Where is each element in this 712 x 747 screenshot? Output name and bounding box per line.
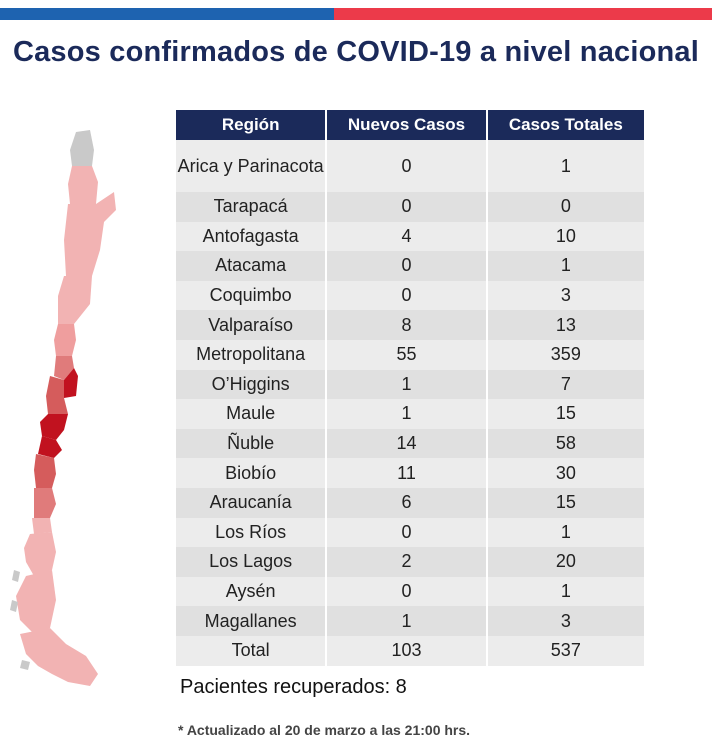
cell-nuevos: 11 <box>325 458 487 488</box>
cell-total-totales: 537 <box>485 635 644 666</box>
chile-map <box>10 130 116 686</box>
table-row: Coquimbo 0 3 <box>176 280 644 311</box>
top-bar-blue <box>0 8 334 20</box>
map-region-loslagos <box>24 532 56 576</box>
table-row: Magallanes 1 3 <box>176 606 644 636</box>
table-row: Los Ríos 0 1 <box>176 517 644 548</box>
cell-total-label: Total <box>176 635 327 666</box>
cell-totales: 30 <box>485 458 644 488</box>
cell-nuevos: 0 <box>325 280 487 311</box>
cell-totales: 0 <box>485 192 644 222</box>
cell-nuevos: 8 <box>325 310 487 340</box>
table-row: Atacama 0 1 <box>176 251 644 281</box>
cell-nuevos: 0 <box>325 251 487 281</box>
cell-totales: 58 <box>485 428 644 459</box>
recovered-patients: Pacientes recuperados: 8 <box>180 676 407 698</box>
map-region-biobio <box>34 454 56 488</box>
cell-region: Tarapacá <box>176 192 327 222</box>
map-islands <box>10 570 30 670</box>
header-casos-totales: Casos Totales <box>485 110 644 140</box>
map-region-araucania <box>34 488 56 518</box>
cell-totales: 1 <box>485 517 644 548</box>
map-region-losrios <box>32 518 52 534</box>
cell-region: Los Lagos <box>176 547 327 577</box>
table-row: Metropolitana 55 359 <box>176 339 644 370</box>
cell-totales: 13 <box>485 310 644 340</box>
top-bar-red <box>334 8 712 20</box>
cell-region: Biobío <box>176 458 327 488</box>
map-region-aysen <box>16 570 56 634</box>
cell-nuevos: 0 <box>325 140 487 192</box>
cell-region: Aysén <box>176 576 327 607</box>
table-row: Ñuble 14 58 <box>176 428 644 459</box>
page-title: Casos confirmados de COVID-19 a nivel na… <box>12 36 700 68</box>
cell-nuevos: 4 <box>325 221 487 252</box>
top-color-bar <box>0 8 712 20</box>
cell-totales: 1 <box>485 576 644 607</box>
table-header-row: Región Nuevos Casos Casos Totales <box>176 110 644 140</box>
table-row: O’Higgins 1 7 <box>176 369 644 400</box>
table-row: Biobío 11 30 <box>176 458 644 488</box>
table-row: Arica y Parinacota 0 1 <box>176 140 644 192</box>
cell-totales: 15 <box>485 487 644 518</box>
cell-nuevos: 14 <box>325 428 487 459</box>
table-row: Antofagasta 4 10 <box>176 221 644 252</box>
cell-totales: 20 <box>485 547 644 577</box>
map-region-magallanes <box>20 628 98 686</box>
cell-region: Coquimbo <box>176 280 327 311</box>
cell-nuevos: 55 <box>325 339 487 370</box>
table-total-row: Total 103 537 <box>176 635 644 666</box>
cell-totales: 3 <box>485 606 644 636</box>
cell-totales: 3 <box>485 280 644 311</box>
cell-totales: 1 <box>485 140 644 192</box>
map-region-metropolitana <box>64 368 78 398</box>
cell-nuevos: 6 <box>325 487 487 518</box>
cell-nuevos: 1 <box>325 399 487 429</box>
cell-region: Magallanes <box>176 606 327 636</box>
cell-totales: 7 <box>485 369 644 400</box>
cell-total-nuevos: 103 <box>325 635 487 666</box>
cell-region: Antofagasta <box>176 221 327 252</box>
cell-region: Los Ríos <box>176 517 327 548</box>
cell-region: Arica y Parinacota <box>176 140 327 192</box>
table-row: Tarapacá 0 0 <box>176 192 644 222</box>
map-region-arica <box>70 130 94 166</box>
cell-nuevos: 0 <box>325 576 487 607</box>
cell-nuevos: 1 <box>325 369 487 400</box>
header-region: Región <box>176 110 327 140</box>
table-row: Araucanía 6 15 <box>176 487 644 518</box>
cell-region: O’Higgins <box>176 369 327 400</box>
cell-region: Ñuble <box>176 428 327 459</box>
map-region-nuble <box>38 436 62 458</box>
map-region-tarapaca <box>68 166 98 204</box>
map-region-coquimbo <box>54 324 76 356</box>
cell-nuevos: 0 <box>325 192 487 222</box>
map-region-antofagasta <box>64 192 116 276</box>
table-row: Los Lagos 2 20 <box>176 547 644 577</box>
cell-region: Maule <box>176 399 327 429</box>
cell-nuevos: 2 <box>325 547 487 577</box>
cell-region: Araucanía <box>176 487 327 518</box>
update-footnote: * Actualizado al 20 de marzo a las 21:00… <box>178 722 471 738</box>
cell-nuevos: 0 <box>325 517 487 548</box>
cell-nuevos: 1 <box>325 606 487 636</box>
map-region-ohiggins <box>46 376 68 414</box>
cell-region: Atacama <box>176 251 327 281</box>
map-region-atacama <box>58 276 92 324</box>
map-region-maule <box>40 414 68 440</box>
table-row: Aysén 0 1 <box>176 576 644 607</box>
cell-totales: 359 <box>485 339 644 370</box>
cell-totales: 1 <box>485 251 644 281</box>
cell-region: Metropolitana <box>176 339 327 370</box>
cell-totales: 15 <box>485 399 644 429</box>
table-row: Valparaíso 8 13 <box>176 310 644 340</box>
header-nuevos-casos: Nuevos Casos <box>325 110 487 140</box>
cell-region: Valparaíso <box>176 310 327 340</box>
cell-totales: 10 <box>485 221 644 252</box>
cases-table: Región Nuevos Casos Casos Totales Arica … <box>176 110 644 666</box>
table-row: Maule 1 15 <box>176 399 644 429</box>
